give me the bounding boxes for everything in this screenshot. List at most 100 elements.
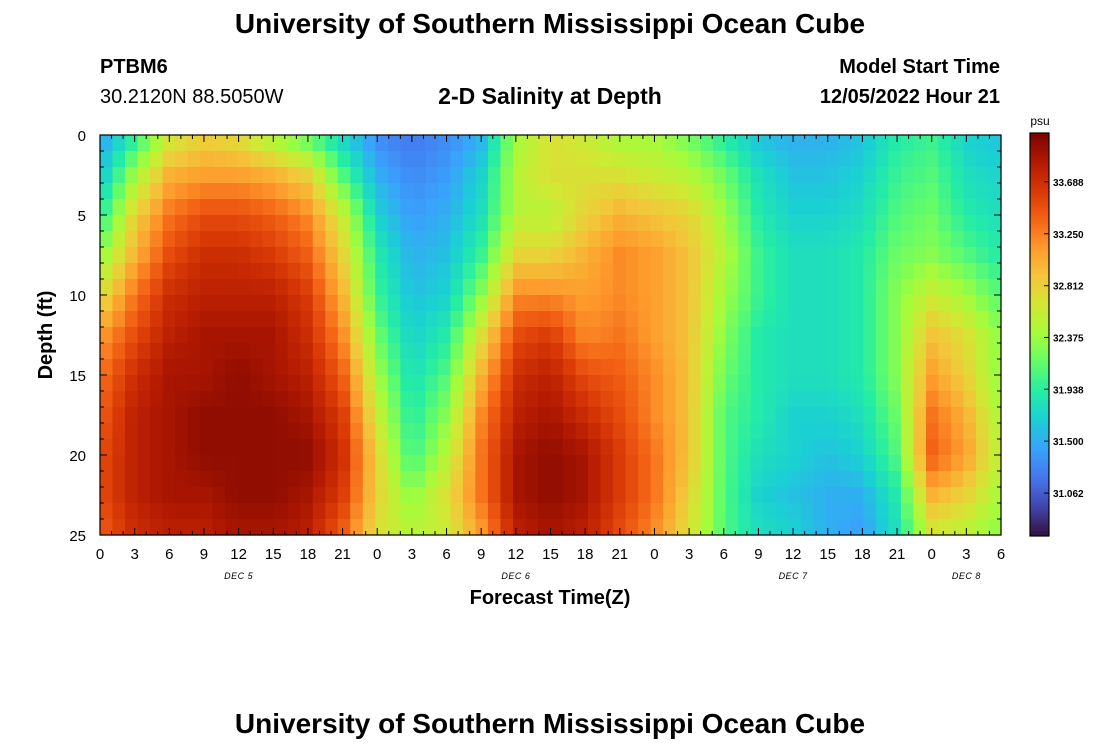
heatmap-cell bbox=[688, 151, 702, 168]
heatmap-cell bbox=[738, 263, 752, 280]
heatmap-cell bbox=[588, 407, 602, 424]
heatmap-cell bbox=[500, 247, 514, 264]
heatmap-cell bbox=[237, 183, 251, 200]
heatmap-cell bbox=[212, 279, 226, 296]
colorbar-segment bbox=[1030, 228, 1049, 232]
heatmap-cell bbox=[225, 487, 239, 504]
heatmap-cell bbox=[575, 151, 589, 168]
heatmap-cell bbox=[613, 423, 627, 440]
colorbar-segment bbox=[1030, 226, 1049, 230]
heatmap-cell bbox=[300, 423, 314, 440]
heatmap-cell bbox=[638, 519, 652, 536]
heatmap-cell bbox=[462, 439, 477, 456]
heatmap-cell bbox=[450, 263, 464, 280]
heatmap-cell bbox=[650, 423, 664, 440]
heatmap-cell bbox=[137, 439, 151, 456]
heatmap-cell bbox=[112, 231, 126, 248]
heatmap-cell bbox=[525, 359, 539, 376]
heatmap-cell bbox=[375, 183, 389, 200]
heatmap-cell bbox=[375, 199, 389, 216]
heatmap-cell bbox=[838, 199, 852, 216]
heatmap-cell bbox=[437, 455, 451, 472]
heatmap-cell bbox=[237, 455, 251, 472]
heatmap-cell bbox=[550, 183, 564, 200]
heatmap-cell bbox=[237, 151, 251, 168]
heatmap-cell bbox=[850, 423, 864, 440]
heatmap-cell bbox=[950, 439, 965, 456]
colorbar-segment bbox=[1030, 410, 1049, 414]
heatmap-cell bbox=[588, 327, 602, 344]
heatmap-cell bbox=[200, 183, 214, 200]
heatmap-cell bbox=[125, 487, 139, 504]
heatmap-cell bbox=[613, 167, 627, 184]
heatmap-cell bbox=[212, 263, 226, 280]
heatmap-cell bbox=[650, 519, 664, 536]
heatmap-cell bbox=[525, 423, 539, 440]
heatmap-cell bbox=[462, 455, 477, 472]
heatmap-cell bbox=[825, 439, 839, 456]
heatmap-cell bbox=[775, 327, 789, 344]
heatmap-cell bbox=[775, 343, 789, 360]
heatmap-cell bbox=[838, 471, 852, 488]
heatmap-cell bbox=[537, 247, 552, 264]
heatmap-cell bbox=[300, 215, 314, 232]
heatmap-cell bbox=[150, 327, 164, 344]
heatmap-cell bbox=[262, 135, 276, 152]
heatmap-cell bbox=[250, 263, 264, 280]
heatmap-cell bbox=[137, 519, 151, 536]
heatmap-cell bbox=[763, 471, 777, 488]
heatmap-cell bbox=[450, 295, 464, 312]
heatmap-cell bbox=[650, 471, 664, 488]
heatmap-cell bbox=[675, 311, 689, 328]
heatmap-cell bbox=[925, 279, 940, 296]
heatmap-cell bbox=[725, 231, 739, 248]
colorbar-segment bbox=[1030, 173, 1049, 177]
heatmap-cell bbox=[913, 503, 927, 520]
heatmap-cell bbox=[825, 343, 839, 360]
heatmap-cell bbox=[863, 343, 877, 360]
heatmap-cell bbox=[275, 359, 289, 376]
heatmap-cell bbox=[262, 519, 276, 536]
heatmap-cell bbox=[600, 167, 614, 184]
heatmap-cell bbox=[312, 151, 326, 168]
heatmap-cell bbox=[487, 407, 502, 424]
heatmap-cell bbox=[675, 423, 689, 440]
heatmap-cell bbox=[938, 183, 952, 200]
heatmap-cell bbox=[775, 263, 789, 280]
heatmap-cell bbox=[125, 167, 139, 184]
heatmap-cell bbox=[938, 263, 952, 280]
heatmap-cell bbox=[487, 183, 502, 200]
heatmap-cell bbox=[525, 263, 539, 280]
heatmap-cell bbox=[925, 439, 940, 456]
colorbar-segment bbox=[1030, 530, 1049, 534]
heatmap-cell bbox=[237, 295, 251, 312]
colorbar-segment bbox=[1030, 462, 1049, 466]
heatmap-cell bbox=[625, 135, 639, 152]
heatmap-cell bbox=[575, 183, 589, 200]
heatmap-cell bbox=[162, 311, 176, 328]
heatmap-cell bbox=[400, 199, 414, 216]
heatmap-cell bbox=[788, 391, 802, 408]
heatmap-cell bbox=[950, 263, 965, 280]
heatmap-cell bbox=[688, 215, 702, 232]
heatmap-cell bbox=[487, 471, 502, 488]
heatmap-cell bbox=[362, 263, 376, 280]
heatmap-cell bbox=[437, 151, 451, 168]
heatmap-cell bbox=[500, 503, 514, 520]
heatmap-cell bbox=[187, 327, 201, 344]
heatmap-cell bbox=[312, 343, 326, 360]
heatmap-cell bbox=[512, 455, 527, 472]
heatmap-cell bbox=[575, 375, 589, 392]
heatmap-cell bbox=[250, 391, 264, 408]
heatmap-cell bbox=[187, 199, 201, 216]
heatmap-cell bbox=[425, 359, 439, 376]
heatmap-cell bbox=[112, 279, 126, 296]
heatmap-cell bbox=[100, 231, 114, 248]
heatmap-cell bbox=[638, 439, 652, 456]
heatmap-cell bbox=[175, 279, 189, 296]
heatmap-cell bbox=[450, 151, 464, 168]
heatmap-cell bbox=[525, 375, 539, 392]
heatmap-cell bbox=[500, 295, 514, 312]
heatmap-cell bbox=[137, 263, 151, 280]
heatmap-cell bbox=[187, 471, 201, 488]
